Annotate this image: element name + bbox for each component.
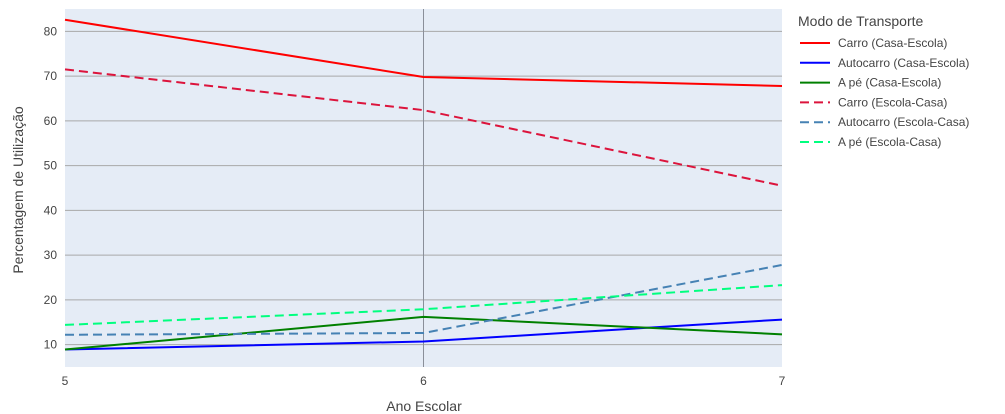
legend-item-label[interactable]: Autocarro (Casa-Escola)	[838, 56, 969, 70]
y-tick-label: 70	[44, 69, 58, 83]
x-axis-ticks: 5 6 7	[62, 374, 786, 388]
x-axis-title: Ano Escolar	[386, 398, 462, 414]
legend-item-label[interactable]: Autocarro (Escola-Casa)	[838, 115, 969, 129]
series-lines	[64, 18, 783, 351]
gridlines	[65, 9, 782, 367]
legend-item-label[interactable]: A pé (Casa-Escola)	[838, 76, 941, 90]
y-tick-label: 40	[44, 203, 58, 217]
series-line-2	[64, 318, 783, 351]
legend-title: Modo de Transporte	[798, 13, 924, 29]
y-tick-label: 80	[44, 24, 58, 38]
y-tick-label: 50	[44, 159, 58, 173]
legend: Modo de Transporte Carro (Casa-Escola) Au…	[798, 13, 969, 149]
legend-item-label[interactable]: Carro (Escola-Casa)	[838, 95, 947, 109]
x-tick-label: 6	[420, 374, 427, 388]
y-axis-title: Percentagem de Utilização	[10, 106, 26, 274]
series-line-1	[64, 18, 783, 87]
x-tick-label: 7	[779, 374, 786, 388]
y-tick-label: 10	[44, 338, 58, 352]
y-tick-label: 20	[44, 293, 58, 307]
x-tick-label: 5	[62, 374, 69, 388]
legend-item-label[interactable]: A pé (Escola-Casa)	[838, 135, 941, 149]
y-axis-ticks: 10 20 30 40 50 60 70 80	[44, 24, 58, 351]
series-line-4	[64, 68, 783, 187]
legend-items: Carro (Casa-Escola) Autocarro (Casa-Escol…	[800, 36, 969, 149]
legend-item-label[interactable]: Carro (Casa-Escola)	[838, 36, 947, 50]
series-line-3	[64, 315, 783, 351]
series-line-5	[64, 263, 783, 336]
series-line-6	[64, 284, 783, 326]
y-tick-label: 60	[44, 114, 58, 128]
y-tick-label: 30	[44, 248, 58, 262]
